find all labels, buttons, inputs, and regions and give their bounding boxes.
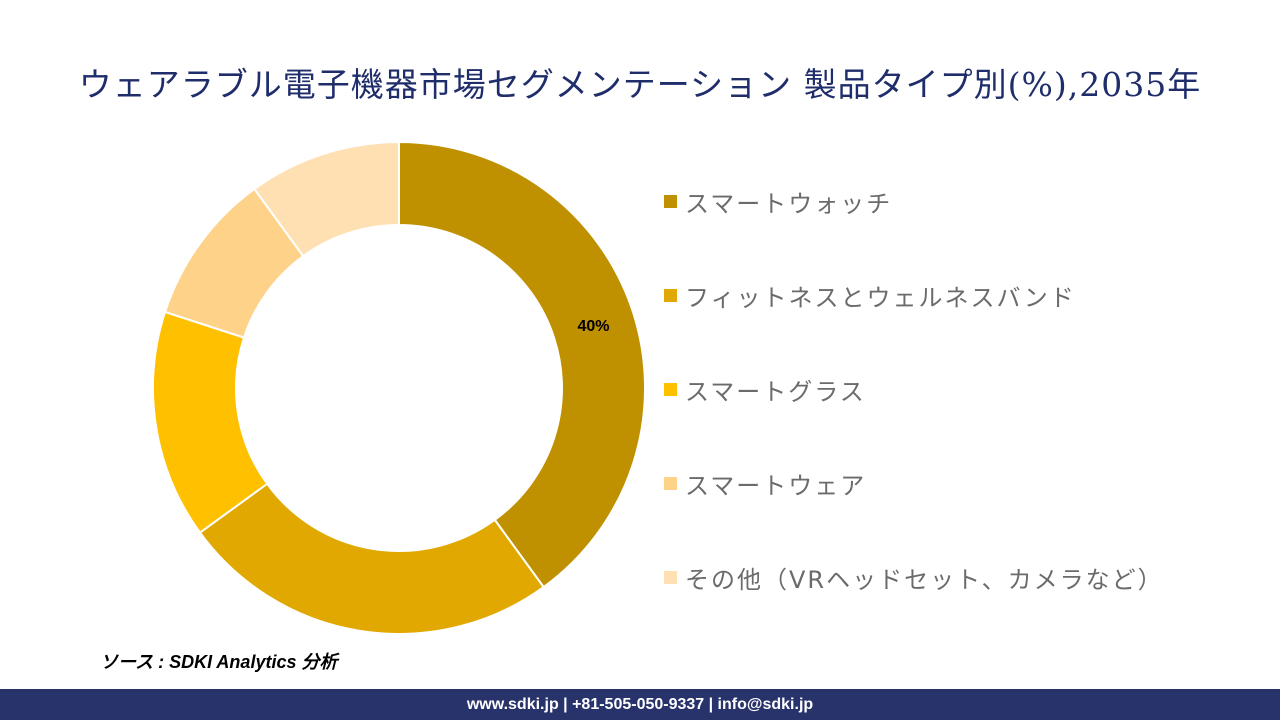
legend-item: その他（VRヘッドセット、カメラなど） <box>664 560 1164 595</box>
legend-item: スマートウォッチ <box>664 184 892 219</box>
legend-label: フィットネスとウェルネスバンド <box>685 284 1076 312</box>
donut-segment <box>198 482 545 635</box>
legend-swatch <box>664 477 677 490</box>
donut-segment <box>398 140 646 589</box>
source-note: ソース : SDKI Analytics 分析 <box>100 652 338 672</box>
legend-swatch <box>664 289 677 302</box>
donut-segment <box>253 140 400 258</box>
legend-swatch <box>664 383 677 396</box>
legend-swatch <box>664 195 677 208</box>
data-label: 40% <box>577 318 609 335</box>
footer-contact: www.sdki.jp | +81-505-050-9337 | info@sd… <box>0 689 1280 720</box>
chart-title: ウェアラブル電子機器市場セグメンテーション 製品タイプ別(%),2035年 <box>78 65 1202 104</box>
legend-label: スマートウェア <box>685 472 867 500</box>
legend-label: その他（VRヘッドセット、カメラなど） <box>685 566 1164 594</box>
legend-label: スマートグラス <box>685 378 866 406</box>
legend-item: フィットネスとウェルネスバンド <box>664 278 1076 313</box>
legend-item: スマートグラス <box>664 372 866 407</box>
legend-item: スマートウェア <box>664 466 866 501</box>
legend-label: スマートウォッチ <box>685 190 893 218</box>
legend-swatch <box>664 571 677 584</box>
